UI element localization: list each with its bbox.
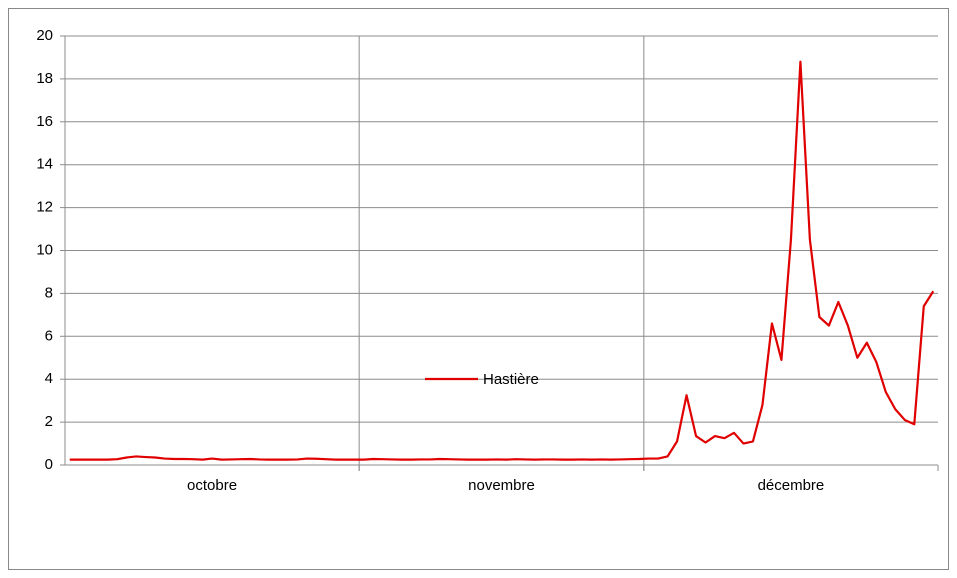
y-tick-label: 12 bbox=[36, 199, 53, 216]
y-tick-label: 14 bbox=[36, 156, 53, 173]
y-tick-label: 0 bbox=[45, 456, 53, 473]
series-line bbox=[69, 60, 935, 461]
y-tick-label: 16 bbox=[36, 113, 53, 130]
x-tick-label: décembre bbox=[758, 477, 825, 494]
y-tick-label: 8 bbox=[45, 284, 53, 301]
y-tick-label: 6 bbox=[45, 327, 53, 344]
x-tick-label: octobre bbox=[187, 477, 237, 494]
x-tick-label: novembre bbox=[468, 477, 535, 494]
y-tick-label: 4 bbox=[45, 370, 53, 387]
chart-border bbox=[8, 8, 949, 570]
y-tick-label: 10 bbox=[36, 241, 53, 258]
y-tick-label: 18 bbox=[36, 70, 53, 87]
y-tick-label: 20 bbox=[36, 27, 53, 44]
y-tick-label: 2 bbox=[45, 413, 53, 430]
legend-label: Hastière bbox=[483, 371, 539, 388]
